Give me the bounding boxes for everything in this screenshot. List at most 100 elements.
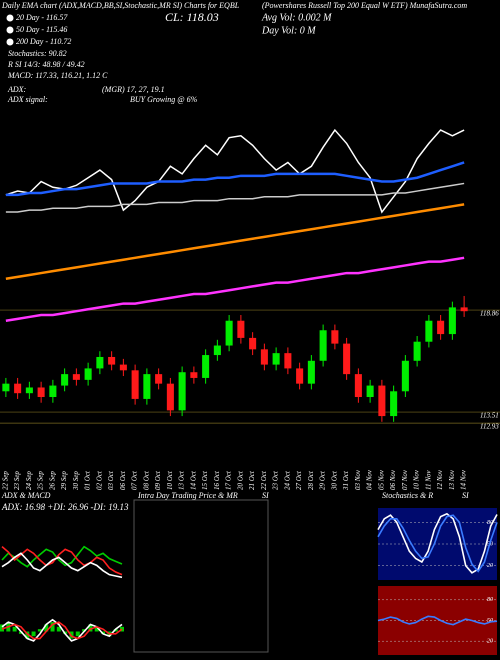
- candle-body: [119, 364, 127, 371]
- x-tick-label: 22 Oct: [260, 470, 268, 490]
- candle-body: [296, 368, 304, 384]
- candle-body: [354, 374, 362, 398]
- panel-background: [378, 586, 497, 655]
- indicator-line: [377, 514, 498, 573]
- x-tick-label: 27 Oct: [295, 470, 303, 490]
- x-tick-label: 30 Sep: [72, 471, 80, 491]
- x-tick-label: 01 Oct: [84, 470, 92, 490]
- x-tick-label: 03 Nov: [354, 469, 362, 490]
- candle-body: [72, 374, 80, 380]
- day-volume: Day Vol: 0 M: [261, 25, 316, 36]
- adx-value: (MGR) 17, 27, 19.1: [102, 85, 165, 94]
- y-tick-label: 50: [487, 618, 493, 624]
- candle-body: [378, 385, 386, 417]
- close-price: CL: 118.03: [165, 10, 219, 24]
- candle-body: [390, 391, 398, 417]
- y-tick-label: 113.51: [480, 412, 499, 420]
- macd-histogram-bar: [88, 624, 93, 632]
- x-tick-label: 25 Sep: [37, 471, 45, 490]
- candle-body: [401, 360, 409, 392]
- candle-body: [272, 353, 280, 365]
- x-tick-label: 12 Nov: [436, 469, 444, 490]
- candle-body: [84, 368, 92, 380]
- candle-body: [366, 385, 374, 398]
- x-tick-label: 02 Oct: [95, 470, 103, 490]
- candle-body: [143, 374, 151, 399]
- intraday-panel: [133, 499, 269, 653]
- candle-body: [178, 372, 186, 411]
- macd-histogram-bar: [0, 624, 4, 632]
- x-tick-label: 10 Nov: [413, 469, 421, 490]
- stochastics-info: Stochastics: 90.82: [8, 49, 67, 58]
- legend-marker: [6, 14, 14, 22]
- indicator-line: [377, 615, 498, 626]
- candle-body: [460, 307, 468, 312]
- x-tick-label: 15 Oct: [201, 470, 209, 490]
- macd-histogram-bar: [75, 631, 80, 637]
- macd-histogram-bar: [31, 631, 36, 637]
- candle-body: [14, 383, 22, 394]
- legend-label: 200 Day - 110.72: [16, 37, 71, 46]
- candle-body: [343, 343, 351, 375]
- x-tick-label: 05 Nov: [377, 469, 385, 490]
- candle-body: [213, 345, 221, 356]
- candle-body: [437, 320, 445, 335]
- x-tick-label: 29 Sep: [60, 471, 68, 490]
- x-tick-label: 29 Oct: [319, 470, 327, 490]
- macd-histogram-bar: [25, 631, 30, 639]
- legend-label: 20 Day - 116.57: [16, 13, 68, 22]
- macd-histogram-bar: [50, 622, 55, 632]
- avg-volume: Avg Vol: 0.002 M: [261, 12, 332, 23]
- candle-body: [2, 383, 10, 392]
- x-tick-label: 13 Nov: [448, 469, 456, 490]
- y-tick-label: 20: [487, 563, 493, 569]
- x-tick-label: 04 Nov: [366, 469, 374, 490]
- candle-body: [260, 349, 268, 365]
- x-tick-label: 21 Oct: [248, 470, 256, 490]
- x-tick-label: 24 Sep: [25, 471, 33, 490]
- panel-title: ADX & MACD: [1, 491, 51, 500]
- adx-label: ADX:: [7, 85, 27, 94]
- y-tick-label: 20: [487, 639, 493, 645]
- chart-title: Daily EMA chart (ADX,MACD,BB,SI,Stochast…: [1, 1, 240, 10]
- legend-marker: [6, 38, 14, 46]
- legend-label: 50 Day - 115.46: [16, 25, 67, 34]
- candle-body: [108, 356, 116, 365]
- candle-body: [61, 374, 69, 386]
- candle-body: [190, 372, 198, 378]
- x-tick-label: 14 Oct: [189, 470, 197, 490]
- candle-body: [448, 307, 456, 335]
- macd-histogram-bar: [94, 626, 99, 632]
- x-tick-label: 31 Oct: [342, 470, 350, 491]
- panel-subtitle: ADX: 16.98 +DI: 26.96 -DI: 19.13: [1, 502, 129, 512]
- x-tick-label: 07 Nov: [401, 469, 409, 490]
- candle-body: [225, 320, 233, 346]
- panel-title: Intra Day Trading Price & MR: [137, 491, 238, 500]
- macd-histogram-bar: [12, 626, 17, 632]
- macd-info: MACD: 117.33, 116.21, 1.12 C: [7, 71, 108, 80]
- x-tick-label: 23 Sep: [13, 471, 21, 490]
- candle-body: [202, 355, 210, 378]
- candle-body: [237, 320, 245, 338]
- candle-body: [319, 330, 327, 361]
- y-tick-label: 80: [487, 520, 493, 526]
- x-tick-label: 22 Sep: [1, 471, 9, 490]
- x-tick-label: 07 Oct: [131, 470, 139, 490]
- x-tick-label: 11 Nov: [424, 470, 432, 490]
- moving-average-line: [5, 161, 465, 197]
- x-tick-label: 28 Oct: [307, 470, 315, 490]
- x-tick-label: 10 Oct: [166, 470, 174, 490]
- y-tick-label: 118.86: [480, 310, 499, 318]
- candle-body: [37, 387, 45, 398]
- adx-signal: BUY Growing @ 6%: [130, 95, 198, 104]
- candle-body: [49, 385, 57, 398]
- macd-histogram-bar: [37, 629, 42, 632]
- x-tick-label: 23 Oct: [272, 470, 280, 490]
- candle-body: [284, 353, 292, 369]
- candle-body: [155, 374, 163, 384]
- indicator-line: [1, 552, 123, 579]
- x-tick-label: 06 Nov: [389, 469, 397, 490]
- x-tick-label: 20 Oct: [236, 470, 244, 490]
- panel-title-suffix: SI: [462, 491, 469, 500]
